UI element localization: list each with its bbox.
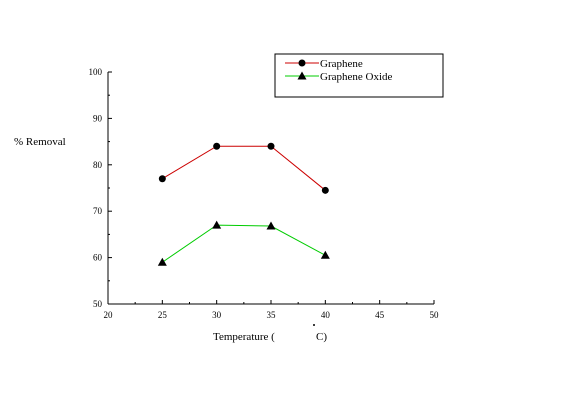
x-tick-label: 25 — [158, 310, 168, 320]
legend-label-graphene: Graphene — [320, 58, 363, 70]
data-point-0-1 — [213, 142, 221, 150]
y-tick-label: 70 — [93, 206, 103, 216]
axes — [107, 72, 434, 305]
data-point-1-2 — [266, 221, 276, 230]
series-line-1 — [162, 224, 326, 263]
x-axis-title: Temperature ( — [213, 331, 275, 343]
y-tick-label: 80 — [93, 160, 103, 170]
legend-label-graphene-oxide: Graphene Oxide — [320, 71, 393, 83]
x-tick-label: 35 — [267, 310, 277, 320]
legend-marker-graphene-oxide — [297, 71, 307, 80]
x-tick-label: 45 — [375, 310, 385, 320]
y-tick-label: 90 — [93, 113, 103, 123]
y-tick-label: 60 — [93, 253, 103, 263]
x-tick-label: 40 — [321, 310, 331, 320]
y-ticks: 50 60 70 80 90 100 — [89, 67, 112, 309]
data-point-0-2 — [267, 142, 275, 150]
y-tick-label: 50 — [93, 299, 103, 309]
x-axis-title-unit: C) — [316, 331, 327, 343]
series-line-0 — [162, 145, 326, 191]
y-axis-title: % Removal — [14, 136, 66, 148]
x-tick-label: 30 — [212, 310, 222, 320]
x-tick-label: 50 — [430, 310, 440, 320]
legend: Graphene Graphene Oxide — [274, 53, 444, 98]
x-tick-label: 20 — [104, 310, 114, 320]
degree-mark — [313, 324, 315, 326]
data-point-1-3 — [320, 250, 330, 259]
y-tick-label: 100 — [89, 67, 103, 77]
data-point-1-1 — [212, 220, 222, 229]
data-point-1-0 — [157, 257, 167, 266]
series-layer — [157, 142, 330, 266]
data-point-0-3 — [321, 186, 329, 194]
data-point-0-0 — [158, 175, 166, 183]
legend-marker-graphene — [298, 59, 306, 67]
x-ticks: 20 25 30 35 40 45 50 — [104, 300, 440, 320]
